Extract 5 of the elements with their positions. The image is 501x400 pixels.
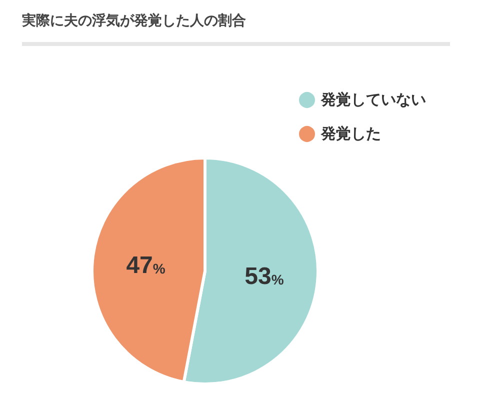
data-label: 47% [126, 252, 166, 279]
legend-label: 発覚していない [320, 90, 426, 108]
legend-label: 発覚した [320, 124, 381, 142]
chart-title: 実際に夫の浮気が発覚した人の割合 [22, 12, 246, 30]
data-label: 53% [244, 263, 284, 290]
